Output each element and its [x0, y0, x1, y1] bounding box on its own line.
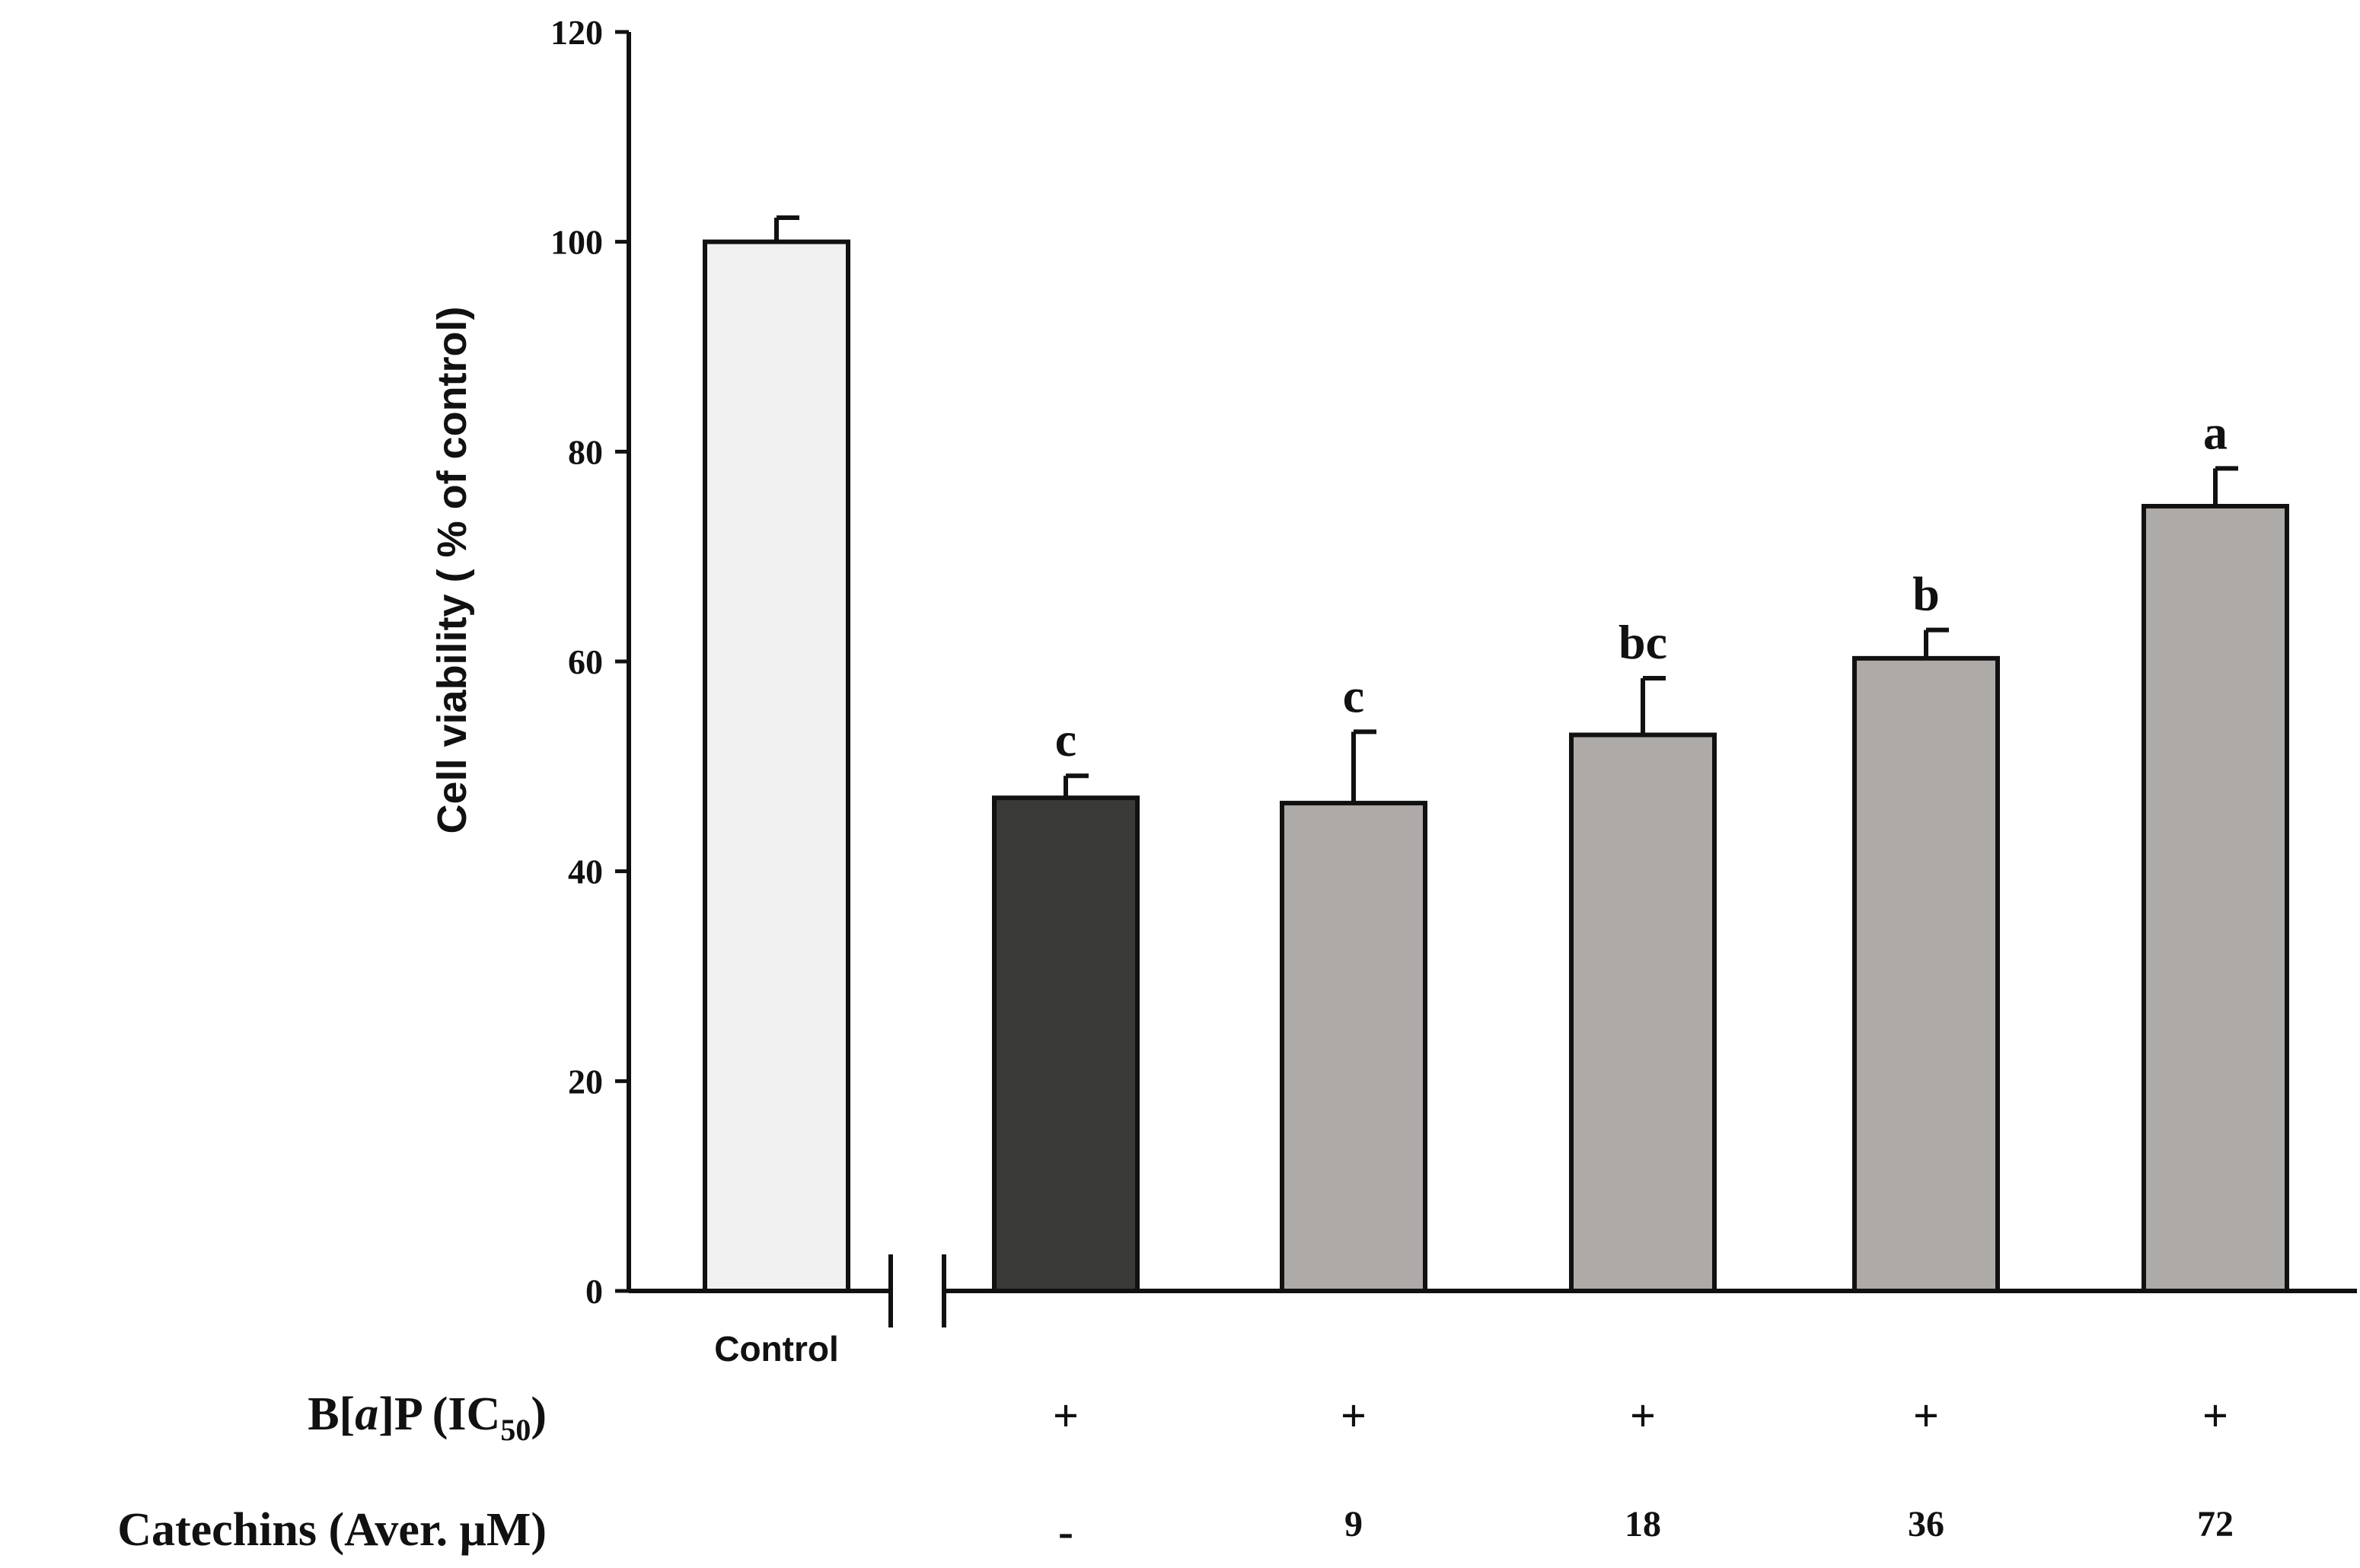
bar	[703, 239, 850, 1294]
treatment-row-value: +	[2202, 1391, 2228, 1441]
y-tick-label: 0	[585, 1272, 603, 1311]
significance-label: b	[1912, 567, 1940, 621]
y-tick-label: 20	[568, 1062, 603, 1101]
significance-label: c	[1055, 712, 1076, 766]
treatment-row-title: B[a]P (IC50)	[308, 1388, 547, 1447]
y-tick-label: 40	[568, 853, 603, 891]
bar	[1280, 801, 1427, 1293]
treatment-row-value: +	[1341, 1391, 1367, 1441]
treatment-row-value: 36	[1908, 1504, 1944, 1544]
treatment-row-value: +	[1630, 1391, 1656, 1441]
treatment-row-value: -	[1058, 1506, 1073, 1557]
y-tick-label: 100	[550, 223, 603, 262]
significance-label: c	[1343, 668, 1364, 722]
treatment-row-title: Catechins (Aver. μM)	[117, 1504, 547, 1556]
y-tick-label: 120	[550, 13, 603, 52]
bar	[1852, 655, 2000, 1293]
treatment-row-value: +	[1913, 1391, 1939, 1441]
significance-label: bc	[1619, 615, 1667, 669]
treatment-row-value: +	[1053, 1391, 1079, 1441]
treatment-row-value: 72	[2197, 1504, 2234, 1544]
y-tick-label: 60	[568, 642, 603, 681]
bars-layer	[703, 215, 2289, 1294]
treatment-row-value: 18	[1625, 1504, 1661, 1544]
axes-layer: 0 20 40 60 80 100 120 Cell viability ( % of con…	[429, 13, 2357, 1327]
bar	[1569, 732, 1717, 1293]
labels-layer: Control c c bc b a B[a]P (IC50) + + + + + Catechins …	[117, 405, 2234, 1557]
y-axis-title: Cell viability ( % of control)	[429, 306, 475, 833]
significance-label: a	[2203, 405, 2228, 459]
treatment-row-value: 9	[1344, 1504, 1363, 1544]
y-tick-label: 80	[568, 432, 603, 471]
bar	[992, 795, 1140, 1293]
bar	[2142, 504, 2289, 1293]
x-category-label: Control	[714, 1329, 839, 1369]
